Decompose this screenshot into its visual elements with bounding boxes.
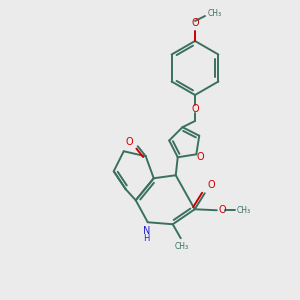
Text: O: O	[208, 180, 215, 190]
Text: CH₃: CH₃	[175, 242, 189, 251]
Text: O: O	[191, 18, 199, 28]
Text: N: N	[143, 226, 150, 236]
Text: O: O	[196, 152, 204, 162]
Text: H: H	[143, 234, 150, 243]
Text: O: O	[219, 205, 226, 215]
Text: O: O	[191, 104, 199, 114]
Text: CH₃: CH₃	[237, 206, 251, 215]
Text: CH₃: CH₃	[208, 10, 222, 19]
Text: O: O	[125, 137, 133, 147]
